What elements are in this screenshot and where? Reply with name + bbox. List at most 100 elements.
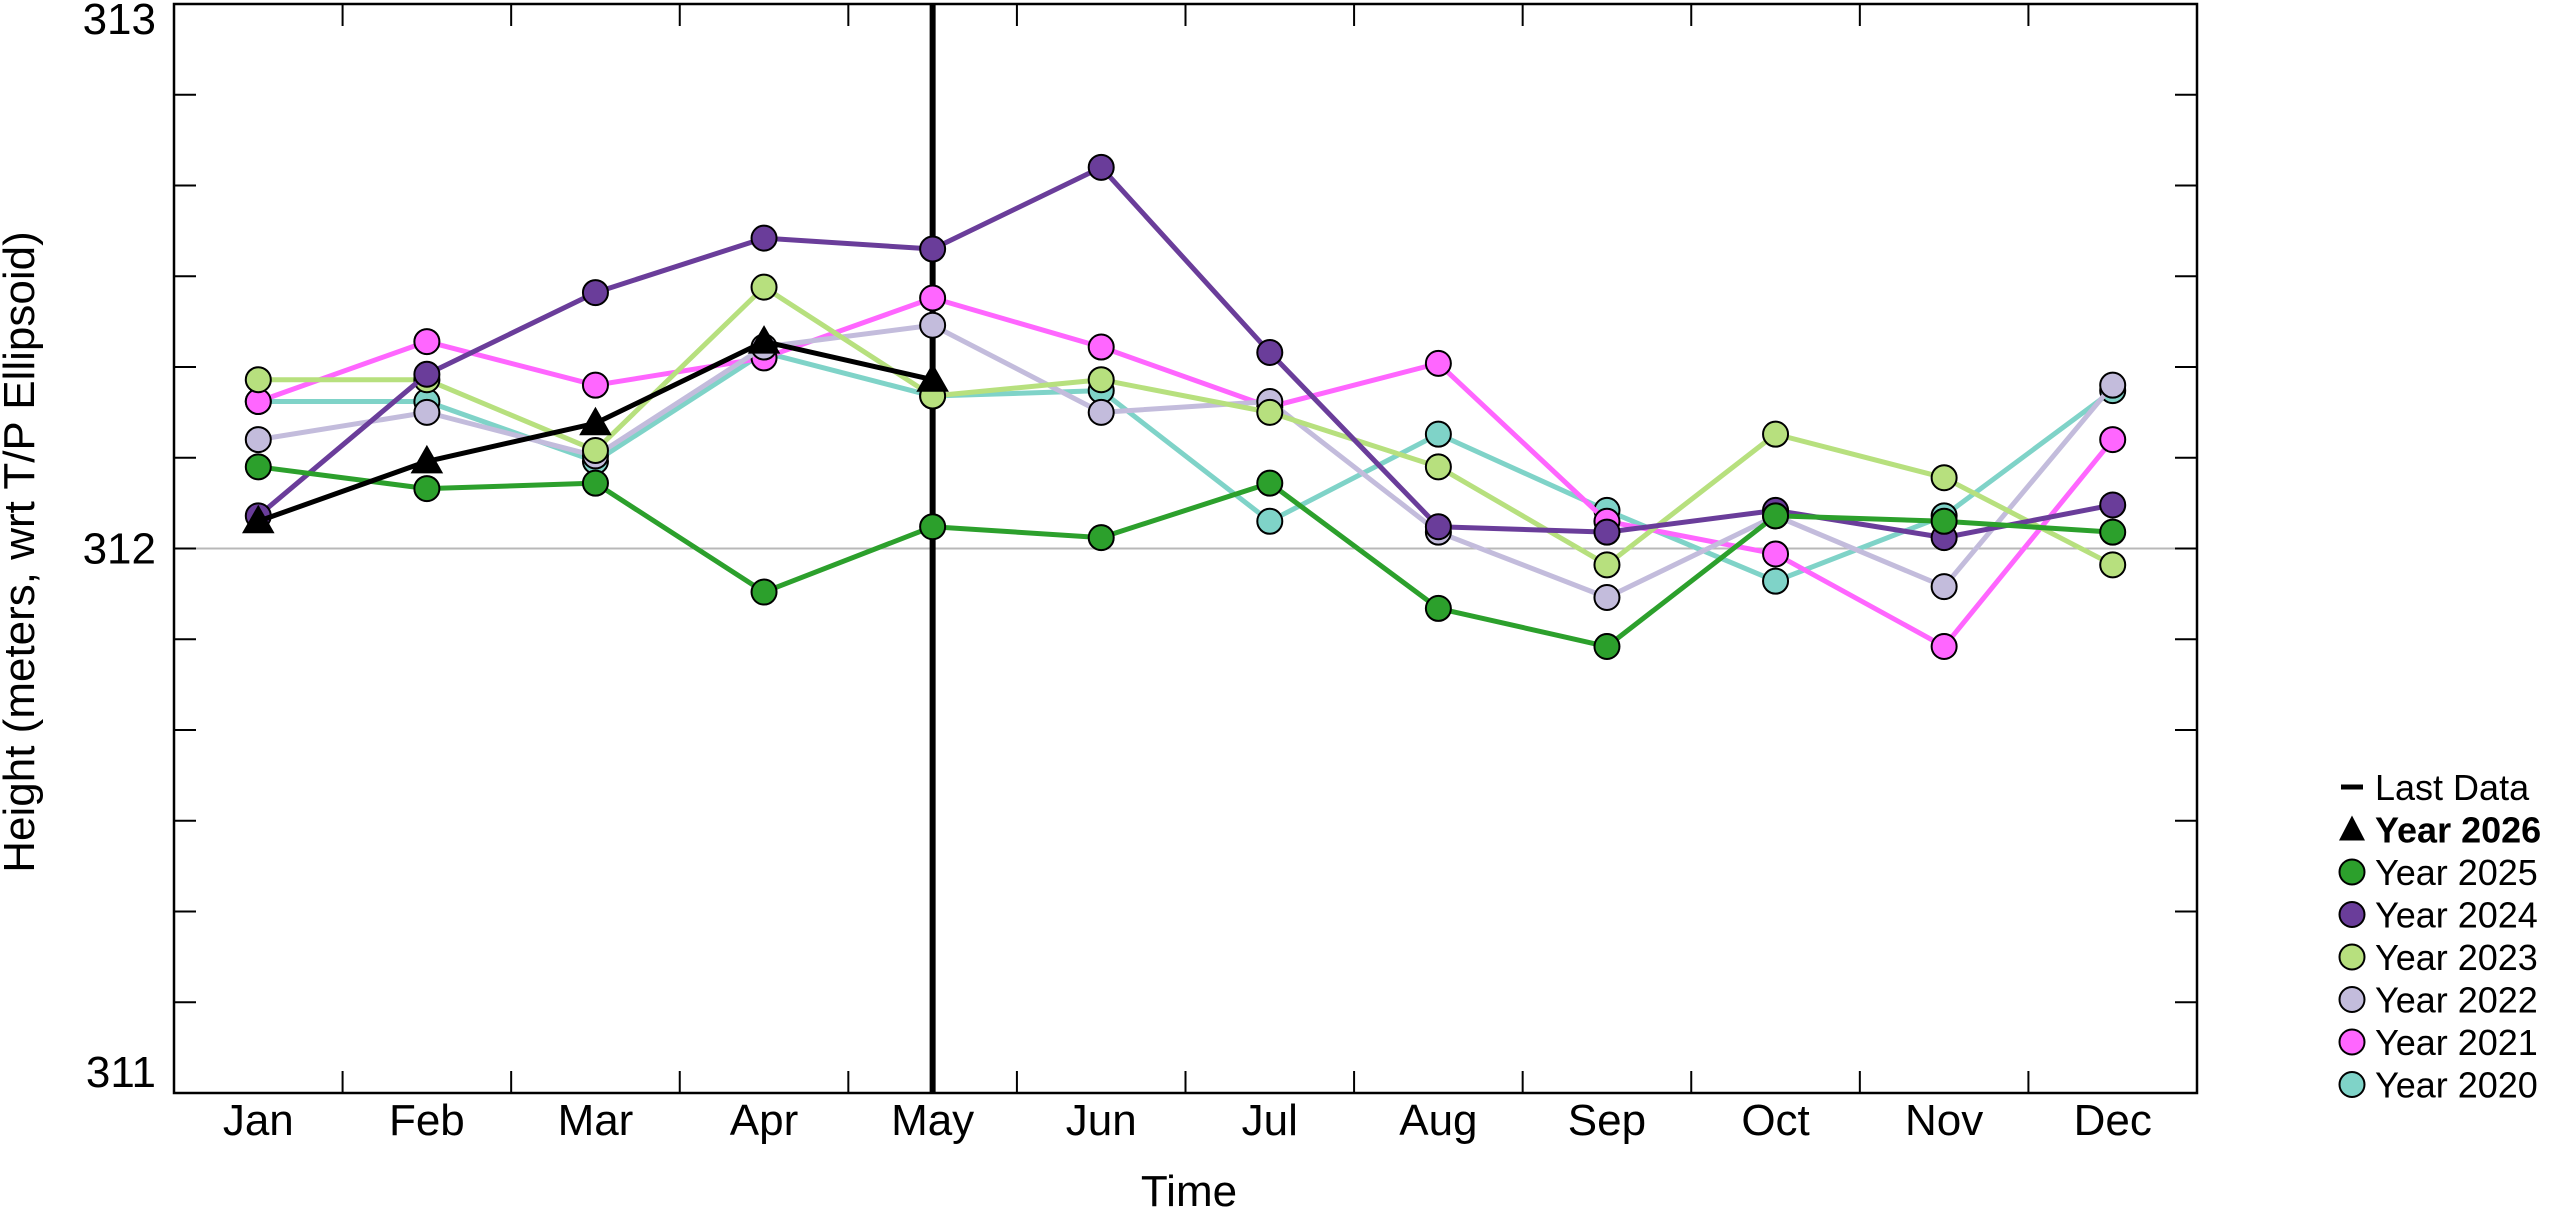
data-point <box>1424 420 1452 448</box>
series-line <box>256 164 2114 541</box>
y-axis-title: Height (meters, wrt T/P Ellipsoid) <box>0 231 44 872</box>
data-point <box>244 366 272 394</box>
data-point <box>581 436 609 464</box>
x-tick-label: Jan <box>223 1096 294 1145</box>
series-year-2022 <box>244 311 2127 612</box>
data-point <box>1256 398 1284 426</box>
y-tick-label: 312 <box>83 525 156 574</box>
data-point <box>750 578 778 606</box>
x-tick-label: Dec <box>2074 1096 2152 1145</box>
legend-item: Year 2023 <box>2338 937 2538 978</box>
data-point <box>1424 513 1452 541</box>
series-line <box>258 284 2114 568</box>
legend-circle-symbol <box>2338 901 2366 928</box>
legend-circle-symbol <box>2338 1071 2366 1098</box>
data-point <box>916 363 949 392</box>
data-point <box>1087 153 1115 181</box>
x-tick-label: Aug <box>1399 1096 1477 1145</box>
data-point <box>1930 464 1958 492</box>
data-point <box>2099 518 2127 546</box>
data-point <box>1762 567 1790 595</box>
data-point <box>1762 502 1790 530</box>
data-point <box>413 475 441 503</box>
data-point <box>750 273 778 301</box>
x-tick-label: Oct <box>1741 1096 1809 1145</box>
legend-triangle-symbol <box>2339 815 2365 841</box>
data-point <box>1930 507 1958 535</box>
series-line <box>257 295 2115 650</box>
data-point <box>1930 573 1958 601</box>
legend-label: Year 2026 <box>2375 810 2541 851</box>
data-point <box>1593 633 1621 661</box>
data-point <box>747 325 781 354</box>
legend-circle-symbol <box>2338 943 2366 971</box>
data-point <box>1087 366 1115 394</box>
data-point <box>413 398 441 426</box>
data-point <box>413 328 441 356</box>
axes-layer: 313 312 311 Jan Feb Mar Apr May Jun Jul Aug Sep Oct N… <box>83 0 2197 1145</box>
legend-label: Year 2023 <box>2375 937 2538 978</box>
legend-item: Year 2021 <box>2338 1022 2538 1063</box>
data-point <box>1593 584 1621 612</box>
data-point <box>1762 420 1790 448</box>
data-point <box>919 311 947 339</box>
legend-label: Year 2021 <box>2375 1022 2538 1063</box>
data-point <box>1762 540 1790 568</box>
legend-label: Year 2025 <box>2375 852 2538 893</box>
x-tick-label: Mar <box>558 1096 634 1145</box>
legend-label: Last Data <box>2375 767 2530 808</box>
data-point <box>1087 524 1115 552</box>
data-point <box>2099 371 2127 399</box>
data-point <box>244 453 272 481</box>
x-tick-label: Jul <box>1242 1096 1298 1145</box>
x-axis-title: Time <box>1141 1167 1237 1213</box>
data-point <box>1256 338 1284 366</box>
y-tick-label: 313 <box>83 0 156 44</box>
y-tick-label: 311 <box>86 1048 156 1097</box>
legend-label: Year 2020 <box>2375 1065 2538 1106</box>
data-point <box>919 513 947 541</box>
data-point <box>750 224 778 252</box>
legend-label: Year 2024 <box>2375 895 2538 936</box>
data-point <box>1256 469 1284 497</box>
x-tick-label: Jun <box>1066 1096 1137 1145</box>
x-tick-label: May <box>891 1096 974 1145</box>
data-point <box>1593 551 1621 579</box>
legend-item: Year 2026 <box>2339 810 2541 851</box>
data-point <box>2099 551 2127 579</box>
legend-item: Year 2022 <box>2338 980 2538 1021</box>
series-line <box>258 349 2115 584</box>
data-point <box>579 406 612 436</box>
data-point <box>1424 453 1452 481</box>
series-year-2026 <box>241 325 949 534</box>
data-point <box>1593 518 1621 546</box>
data-point <box>410 444 444 474</box>
data-point <box>919 235 947 263</box>
data-point <box>1424 594 1452 622</box>
data-point <box>244 426 272 454</box>
series-year-2024 <box>244 153 2127 552</box>
data-point <box>919 284 947 312</box>
data-point <box>1930 633 1958 661</box>
data-point <box>581 469 609 497</box>
data-point <box>2099 426 2127 454</box>
legend-item: Year 2020 <box>2338 1065 2538 1106</box>
legend-item: Last Data <box>2341 767 2530 808</box>
x-tick-label: Feb <box>389 1096 465 1145</box>
x-tick-label: Sep <box>1568 1096 1646 1145</box>
series-layer <box>241 4 2127 1093</box>
legend-item: Year 2025 <box>2338 852 2538 893</box>
legend-circle-symbol <box>2338 858 2366 886</box>
legend-label: Year 2022 <box>2375 980 2538 1021</box>
series-line <box>257 322 2115 601</box>
series-line <box>257 464 2113 650</box>
data-point <box>581 279 609 307</box>
x-tick-label: Nov <box>1905 1096 1983 1145</box>
data-point <box>1087 398 1115 426</box>
legend-item: Year 2024 <box>2338 895 2538 936</box>
legend-circle-symbol <box>2338 1028 2366 1056</box>
data-point <box>2099 491 2127 519</box>
x-tick-label: Apr <box>730 1096 798 1145</box>
data-point <box>241 504 275 534</box>
